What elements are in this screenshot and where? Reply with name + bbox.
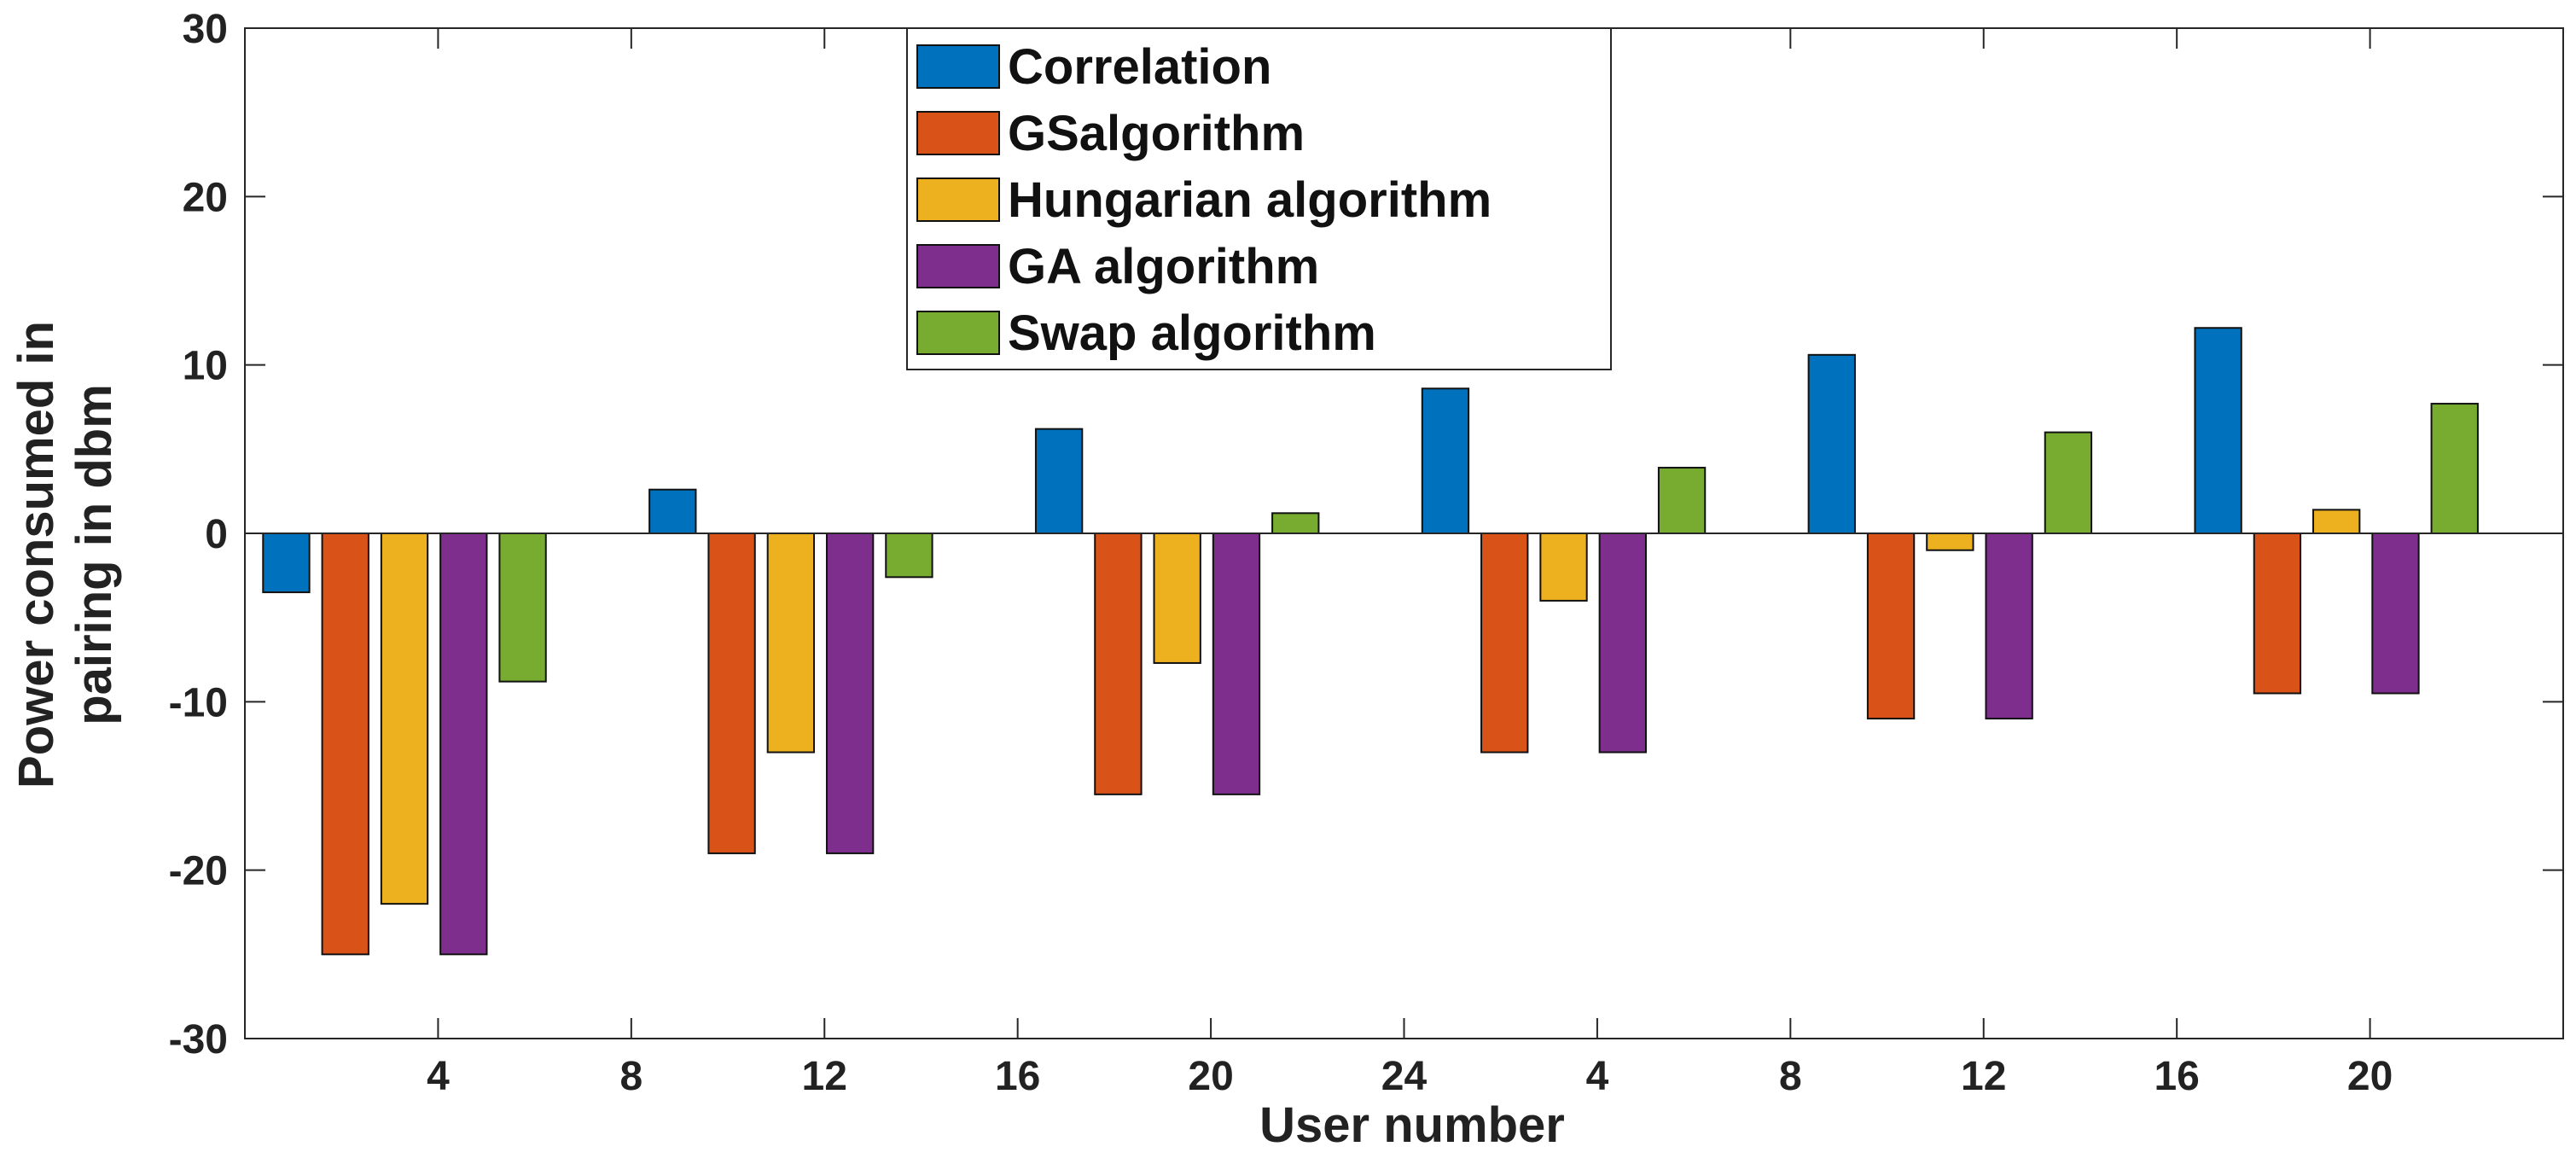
y-tick-label: 30 [183,7,228,52]
bar-ga-algorithm [439,533,488,956]
y-axis-title-line2: pairing in dbm [67,384,122,725]
bar-swap-algorithm [2044,431,2093,535]
x-tick-label: 20 [2347,1054,2393,1099]
legend-swatch [916,311,1000,355]
legend-label: GA algorithm [1008,239,1319,294]
legend-label: Hungarian algorithm [1008,172,1492,228]
x-tick-label: 4 [427,1054,450,1099]
bar-correlation [1034,428,1084,534]
x-tick-label: 16 [995,1054,1040,1099]
y-axis-title-line1: Power consumed in [9,321,64,789]
bar-hungarian-algorithm [2312,509,2361,535]
bar-gsalgorithm [1094,533,1143,795]
legend-swatch [916,111,1000,155]
x-tick-label: 20 [1188,1054,1233,1099]
x-axis-title: User number [1259,1097,1565,1153]
legend-swatch [916,178,1000,222]
bar-swap-algorithm [1657,467,1707,534]
x-tick-label: 4 [1586,1054,1609,1099]
bar-ga-algorithm [1212,533,1261,795]
tick-labels: -30 -20 -10 0 10 20 30 4 8 12 16 20 24 4 8 12 16 20 [169,7,2393,1099]
y-tick-label: -20 [169,849,228,894]
bar-correlation [1421,387,1470,534]
legend-label: Correlation [1008,39,1271,95]
bar-hungarian-algorithm [1153,533,1201,664]
bar-gsalgorithm [1480,533,1529,754]
bar-hungarian-algorithm [1926,533,1974,551]
legend-swatch [916,244,1000,288]
bar-correlation [648,488,697,535]
bar-ga-algorithm [1598,533,1647,754]
legend: Correlation GSalgorithm Hungarian algorith… [906,27,1612,370]
bar-correlation [1807,353,1856,534]
bar-hungarian-algorithm [1539,533,1588,602]
bars [262,327,2479,956]
legend-label: Swap algorithm [1008,306,1376,361]
y-axis-title-group: Power consumed in pairing in dbm [9,321,122,789]
legend-box [906,27,1612,370]
legend-label: GSalgorithm [1008,106,1305,161]
legend-swatch [916,44,1000,89]
x-tick-label: 12 [1961,1054,2006,1099]
bar-swap-algorithm [498,533,547,683]
bar-gsalgorithm [2253,533,2302,695]
bar-swap-algorithm [885,533,933,579]
y-tick-label: -10 [169,680,228,725]
bar-hungarian-algorithm [766,533,816,754]
bar-gsalgorithm [707,533,756,854]
x-tick-label: 8 [619,1054,643,1099]
bar-swap-algorithm [1271,512,1320,535]
bar-ga-algorithm [1985,533,2033,720]
y-tick-label: 20 [183,175,228,220]
bar-ga-algorithm [825,533,875,854]
bar-gsalgorithm [1866,533,1916,720]
bar-ga-algorithm [2371,533,2420,695]
x-tick-label: 16 [2154,1054,2199,1099]
y-tick-label: 10 [183,344,228,389]
y-tick-label: 0 [205,512,228,557]
bar-gsalgorithm [321,533,369,956]
bar-correlation [2194,327,2242,534]
bar-swap-algorithm [2430,403,2479,535]
x-tick-label: 24 [1381,1054,1428,1099]
x-tick-label: 8 [1779,1054,1802,1099]
bar-hungarian-algorithm [380,533,429,905]
y-tick-label: -30 [169,1017,228,1062]
x-tick-label: 12 [802,1054,847,1099]
bar-correlation [262,533,311,594]
